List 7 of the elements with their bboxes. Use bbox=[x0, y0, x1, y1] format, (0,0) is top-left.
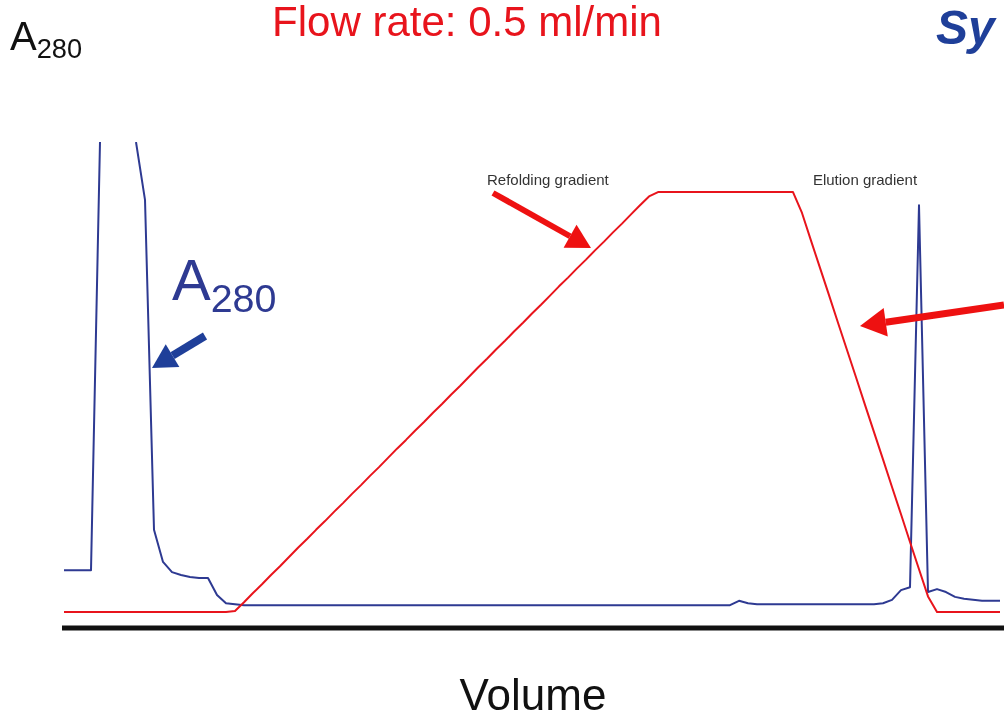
series-label: A$_{280}$ bbox=[172, 247, 277, 320]
annotation: Refolding gradient bbox=[487, 171, 610, 188]
text: Sy bbox=[936, 1, 998, 54]
y-axis-title: A$_{280}$ bbox=[10, 14, 83, 65]
chart-title: Flow rate: 0.5 ml/min bbox=[272, 0, 662, 45]
annotation: Elution gradient bbox=[812, 171, 918, 188]
x-axis-title: Volume bbox=[459, 670, 607, 719]
